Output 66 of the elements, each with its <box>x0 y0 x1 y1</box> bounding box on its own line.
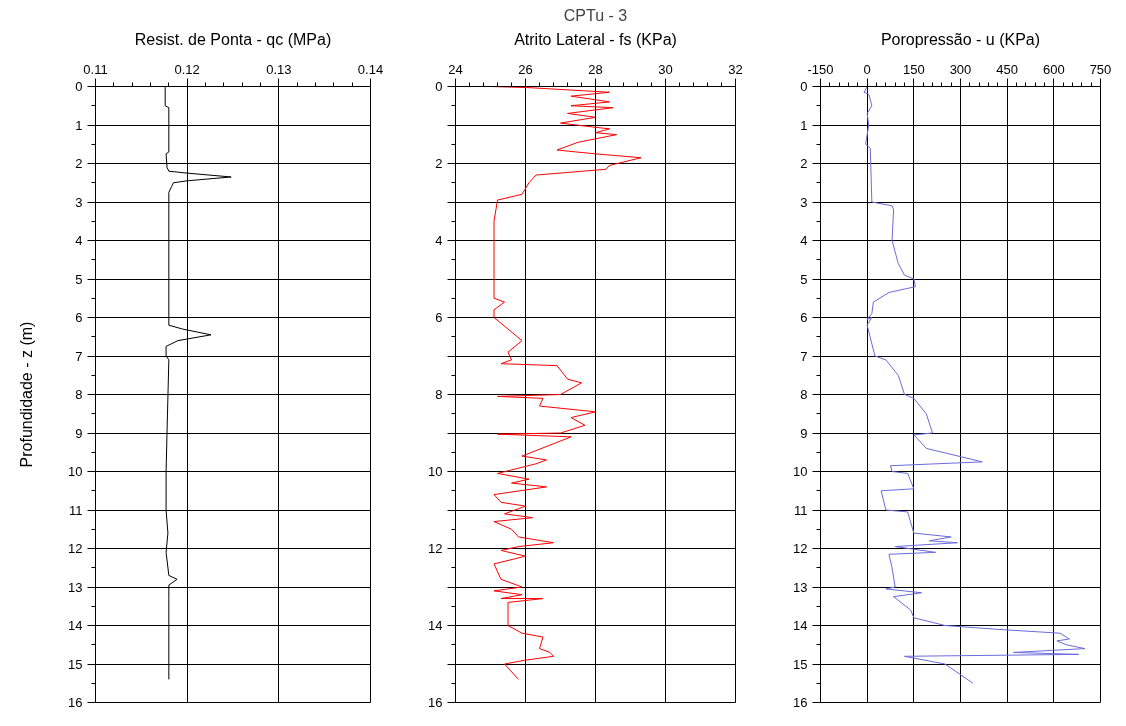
y-tick-label: 1 <box>75 117 83 133</box>
y-tick-label: 7 <box>75 348 83 364</box>
y-tick-label: 6 <box>435 310 443 325</box>
y-tick-label: 0 <box>435 79 443 94</box>
y-tick-label: 12 <box>68 541 83 556</box>
y-tick-label: 9 <box>75 425 83 441</box>
y-tick-label: 8 <box>800 387 808 402</box>
y-tick-label: 4 <box>435 233 443 248</box>
x-tick-label: 600 <box>1042 61 1065 77</box>
y-tick-label: 4 <box>800 233 808 248</box>
y-tick-label: 6 <box>800 310 808 325</box>
y-tick-label: 15 <box>68 656 83 672</box>
y-axis-title: Profundidade - z (m) <box>18 321 36 468</box>
y-tick-label: 14 <box>428 618 443 633</box>
y-tick-label: 2 <box>435 156 443 171</box>
x-tick-label: 28 <box>588 61 603 77</box>
y-tick-label: 9 <box>800 425 808 441</box>
y-tick-label: 16 <box>68 695 83 710</box>
y-tick-label: 4 <box>75 233 83 248</box>
y-tick-label: 3 <box>75 194 83 210</box>
y-tick-label: 11 <box>69 502 83 518</box>
x-tick-label: -150 <box>807 61 834 77</box>
y-tick-label: 16 <box>428 695 443 710</box>
line-series <box>863 86 1086 684</box>
y-tick-label: 14 <box>793 618 808 633</box>
y-tick-label: 5 <box>75 271 83 287</box>
x-axis-title: Atrito Lateral - fs (KPa) <box>514 30 677 48</box>
y-tick-label: 10 <box>68 464 83 479</box>
x-tick-label: 150 <box>902 61 925 77</box>
x-tick-label: 300 <box>949 61 972 77</box>
y-tick-label: 8 <box>75 387 83 402</box>
x-axis-title: Resist. de Ponta - qc (MPa) <box>134 30 332 48</box>
x-tick-label: 0.11 <box>83 61 108 77</box>
x-tick-label: 0 <box>863 61 871 77</box>
y-tick-label: 5 <box>800 271 808 287</box>
y-tick-label: 0 <box>75 79 83 94</box>
y-tick-label: 2 <box>75 156 83 171</box>
x-tick-label: 24 <box>448 61 463 77</box>
x-tick-label: 0.13 <box>266 61 292 77</box>
x-axis-title: Poropressão - u (KPa) <box>880 30 1041 48</box>
y-tick-label: 3 <box>800 194 808 210</box>
y-tick-label: 16 <box>793 695 808 710</box>
y-tick-label: 14 <box>68 618 83 633</box>
y-tick-label: 12 <box>793 541 808 556</box>
y-tick-label: 2 <box>800 156 808 171</box>
y-tick-label: 1 <box>800 117 808 133</box>
y-tick-label: 7 <box>800 348 808 364</box>
x-tick-label: 0.14 <box>357 61 384 77</box>
x-tick-label: 0.12 <box>174 61 200 77</box>
y-tick-label: 12 <box>428 541 443 556</box>
y-tick-label: 15 <box>793 656 808 672</box>
x-tick-label: 26 <box>518 61 533 77</box>
y-tick-label: 6 <box>75 310 83 325</box>
x-tick-label: 450 <box>996 61 1019 77</box>
x-tick-label: 30 <box>658 61 673 77</box>
x-tick-label: 32 <box>728 61 743 77</box>
y-tick-label: 0 <box>800 79 808 94</box>
chart-title: CPTu - 3 <box>563 6 628 24</box>
y-tick-label: 8 <box>435 387 443 402</box>
y-tick-label: 11 <box>794 502 808 518</box>
y-tick-label: 10 <box>428 464 443 479</box>
x-tick-label: 750 <box>1089 61 1112 77</box>
line-series <box>490 86 642 680</box>
y-tick-label: 13 <box>793 579 808 595</box>
y-tick-label: 13 <box>68 579 83 595</box>
y-tick-label: 10 <box>793 464 808 479</box>
